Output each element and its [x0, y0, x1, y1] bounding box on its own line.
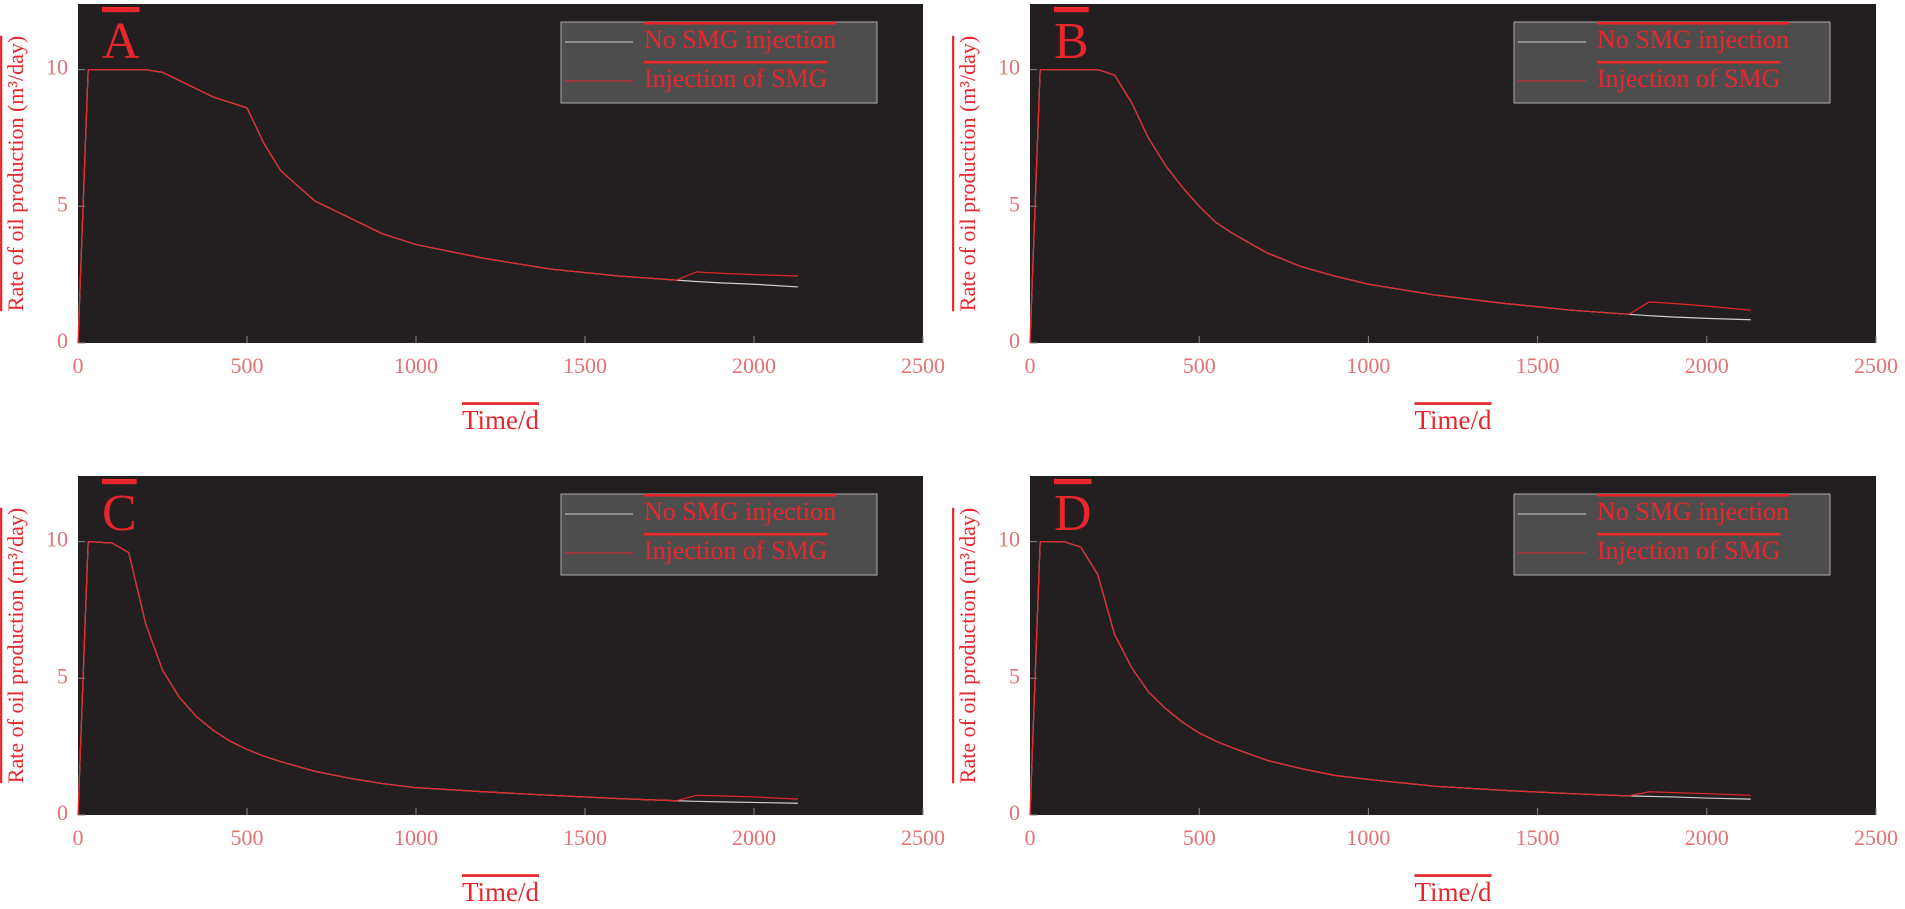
x-tick-label: 0: [73, 825, 84, 850]
y-tick-label: 5: [1009, 191, 1020, 216]
x-axis-label: Time/d: [1414, 877, 1492, 907]
legend-label: No SMG injection: [644, 25, 836, 54]
x-tick-label: 0: [73, 353, 84, 378]
x-tick-label: 1000: [394, 825, 438, 850]
y-tick-label: 5: [57, 191, 68, 216]
y-tick-label: 10: [998, 527, 1020, 552]
legend-label: Injection of SMG: [1597, 64, 1780, 93]
panel-label: A: [102, 13, 140, 70]
legend-box: [1513, 493, 1831, 576]
legend-label: No SMG injection: [644, 497, 836, 526]
y-tick-label: 5: [1009, 663, 1020, 688]
legend-label: Injection of SMG: [644, 64, 827, 93]
x-tick-label: 1500: [1516, 353, 1560, 378]
legend-box: [560, 21, 878, 104]
x-axis-label: Time/d: [462, 405, 540, 435]
x-tick-label: 500: [1183, 825, 1216, 850]
x-tick-label: 1000: [394, 353, 438, 378]
y-tick-label: 5: [57, 663, 68, 688]
x-tick-label: 1500: [563, 353, 607, 378]
legend-box: [1513, 21, 1831, 104]
data-line: [77, 69, 798, 344]
x-tick-label: 500: [1183, 353, 1216, 378]
legend-box: [560, 493, 878, 576]
y-tick-label: 0: [57, 800, 68, 825]
panel-label: D: [1054, 485, 1092, 542]
y-axis-label: Rate of oil production (m³/day): [3, 36, 28, 311]
x-tick-label: 2000: [1685, 353, 1729, 378]
x-tick-label: 2500: [1854, 825, 1898, 850]
y-tick-label: 10: [46, 527, 68, 552]
y-axis-label: Rate of oil production (m³/day): [3, 508, 28, 783]
x-tick-label: 2000: [732, 353, 776, 378]
x-tick-label: 1500: [563, 825, 607, 850]
x-tick-label: 0: [1025, 353, 1036, 378]
data-line: [1029, 69, 1751, 344]
legend-label: Injection of SMG: [644, 536, 827, 565]
data-line: [77, 540, 798, 816]
x-tick-label: 0: [1025, 825, 1036, 850]
y-tick-label: 0: [57, 328, 68, 353]
x-tick-label: 500: [231, 353, 264, 378]
x-tick-label: 1000: [1346, 825, 1390, 850]
panel-label: C: [102, 485, 137, 542]
x-tick-label: 2000: [732, 825, 776, 850]
x-axis-label: Time/d: [1414, 405, 1492, 435]
x-tick-label: 2000: [1685, 825, 1729, 850]
y-axis-label: Rate of oil production (m³/day): [955, 508, 980, 783]
legend-label: Injection of SMG: [1597, 536, 1780, 565]
x-tick-label: 500: [231, 825, 264, 850]
y-axis-label: Rate of oil production (m³/day): [955, 36, 980, 311]
legend-label: No SMG injection: [1597, 25, 1789, 54]
data-line: [1029, 541, 1751, 816]
x-tick-label: 1500: [1516, 825, 1560, 850]
y-tick-label: 0: [1009, 800, 1020, 825]
y-tick-label: 10: [998, 55, 1020, 80]
legend-label: No SMG injection: [1597, 497, 1789, 526]
x-tick-label: 2500: [901, 825, 945, 850]
panel-label: B: [1054, 13, 1089, 70]
y-tick-label: 0: [1009, 328, 1020, 353]
x-axis-label: Time/d: [462, 877, 540, 907]
x-tick-label: 2500: [901, 353, 945, 378]
x-tick-label: 2500: [1854, 353, 1898, 378]
y-tick-label: 10: [46, 55, 68, 80]
x-tick-label: 1000: [1346, 353, 1390, 378]
